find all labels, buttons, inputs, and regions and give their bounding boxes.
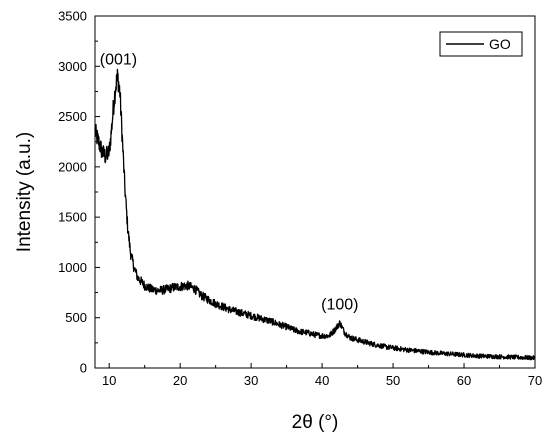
x-tick-label: 30 bbox=[244, 373, 258, 388]
peak-annotation-100: (100) bbox=[321, 297, 358, 314]
x-tick-label: 20 bbox=[173, 373, 187, 388]
x-axis-title: 2θ (°) bbox=[292, 412, 339, 433]
y-tick-label: 2000 bbox=[58, 159, 87, 174]
y-tick-label: 1000 bbox=[58, 260, 87, 275]
plot-frame bbox=[94, 15, 536, 369]
series-line-go bbox=[94, 68, 536, 361]
x-tick-label: 50 bbox=[386, 373, 400, 388]
y-tick-label: 2500 bbox=[58, 109, 87, 124]
legend: GO bbox=[439, 31, 523, 57]
y-tick-label: 0 bbox=[80, 361, 87, 376]
y-tick-label: 1500 bbox=[58, 210, 87, 225]
x-tick-label: 70 bbox=[528, 373, 542, 388]
plot-area bbox=[94, 68, 536, 361]
x-tick-label: 10 bbox=[102, 373, 116, 388]
legend-label-go: GO bbox=[489, 36, 511, 52]
x-tick-label: 40 bbox=[315, 373, 329, 388]
y-tick-label: 500 bbox=[65, 310, 87, 325]
x-tick-label: 60 bbox=[457, 373, 471, 388]
y-tick-label: 3500 bbox=[58, 9, 87, 24]
peak-annotation-001: (001) bbox=[100, 51, 137, 68]
axes: 10 20 30 40 50 60 70 0 500 1000 1500 2000 2500 3000 35… bbox=[58, 9, 542, 389]
y-axis-title: Intensity (a.u.) bbox=[14, 132, 35, 252]
y-tick-label: 3000 bbox=[58, 59, 87, 74]
